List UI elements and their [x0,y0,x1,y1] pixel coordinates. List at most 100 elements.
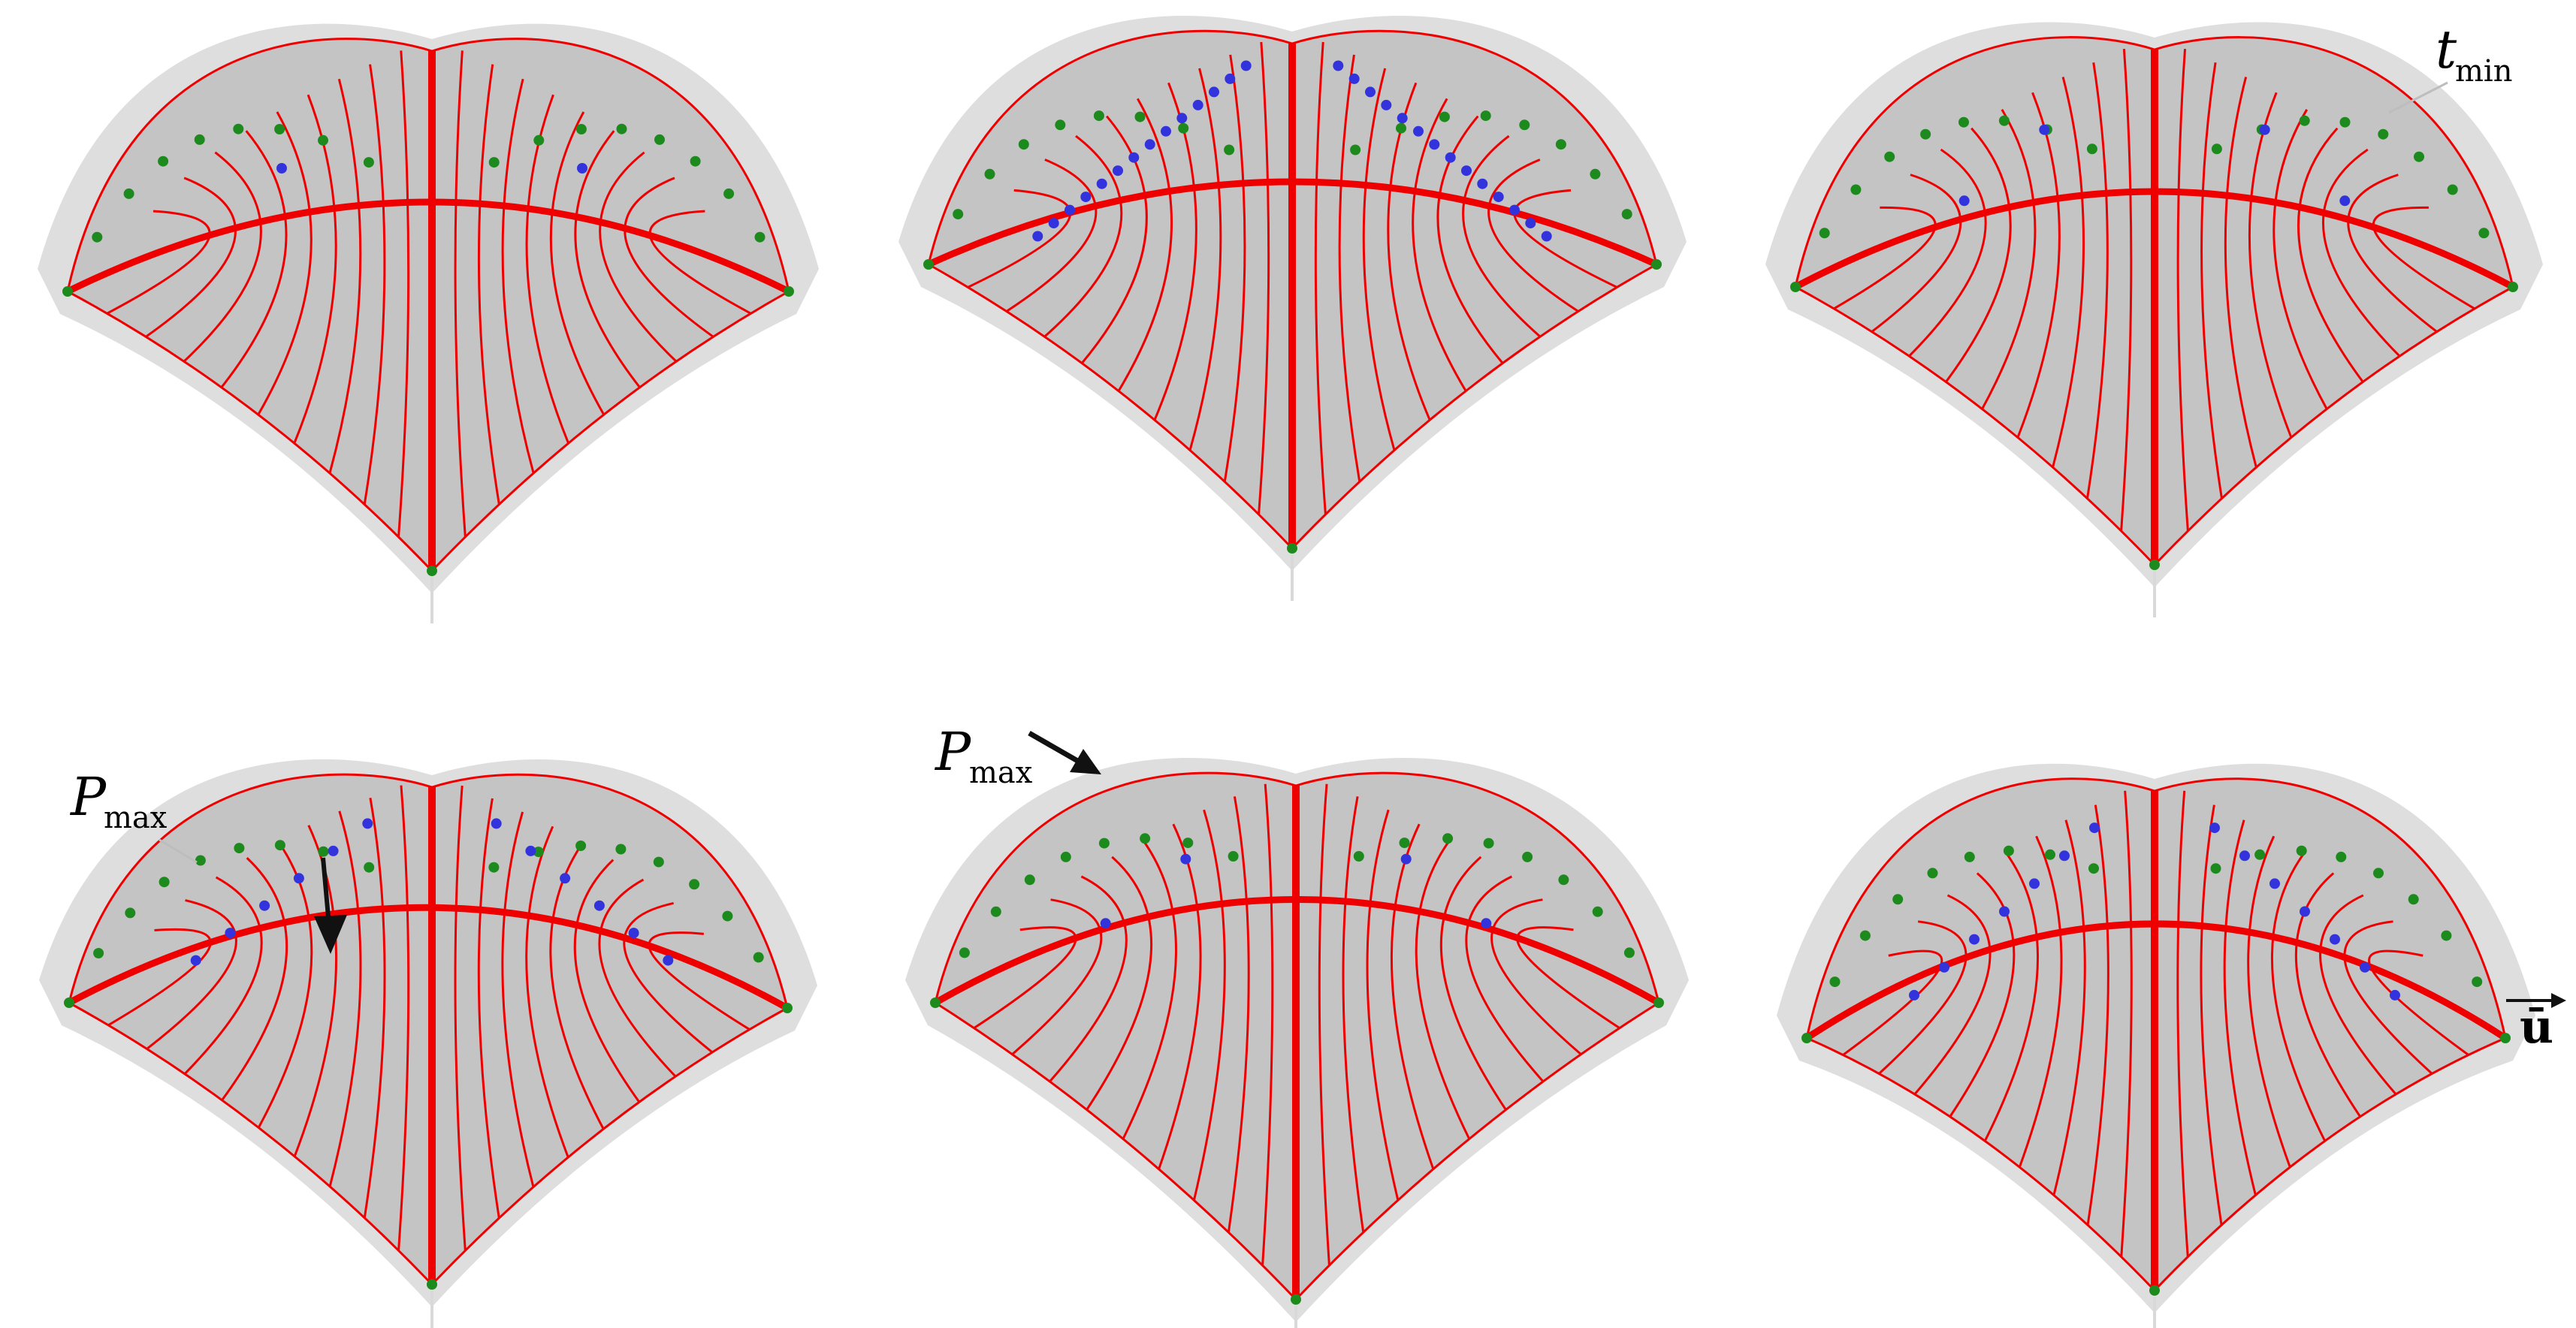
grid-curve [1465,875,1545,1082]
node-blue [1048,218,1059,229]
grid-curve [1192,809,1226,1201]
support-node [2149,560,2160,570]
grid-curve [2270,853,2327,1142]
grid-curve [2319,894,2397,1095]
node-blue [2029,878,2040,889]
grid-curve [2176,790,2189,1257]
node-green [2003,845,2014,856]
node-blue [1477,178,1488,189]
node-green [959,947,970,958]
grid-curve [1117,98,1173,392]
node-blue [1365,86,1376,98]
support-node [1651,259,1662,270]
node-green [2045,849,2055,860]
grid-curve [1415,839,1471,1139]
node-blue [2059,850,2070,862]
node-green [2299,115,2310,126]
grid-curve [973,926,1077,1029]
grid-curve [573,859,641,1103]
node-green [1819,228,1830,239]
node-green [754,231,766,243]
grid-curve [1338,54,1361,482]
node-blue [2089,822,2100,834]
node-green [1018,139,1029,150]
node-blue [225,928,236,939]
grid-curve [2086,804,2109,1226]
node-blue [190,955,201,966]
grid-curve [501,78,535,474]
p-max-arrow-shaft [1028,730,1082,765]
node-green [2447,184,2458,195]
grid-curve [1081,115,1148,364]
grid-curve [397,50,410,537]
node-blue [2209,822,2220,834]
grid-curve [257,111,313,415]
node-blue [1225,73,1236,84]
grid-curve [1878,920,1967,1075]
node-green [2339,116,2351,128]
node-green [234,843,245,854]
node-blue [1509,204,1520,216]
node-green [1060,851,1071,862]
grid-curve [2085,62,2109,499]
grid-curve [2297,127,2364,383]
load-arrow-annotation [314,857,347,954]
node-green [1140,833,1151,844]
node-blue [1939,961,1949,973]
node-blue [525,845,536,856]
node-green [689,879,700,890]
grid-curve [2176,49,2189,532]
grid-curve [454,785,467,1251]
node-green [2336,851,2347,862]
support-node [930,998,941,1008]
node-green [274,124,285,134]
node-green [953,209,964,220]
t-min-subscript: min [2455,54,2512,89]
grid-curve [549,111,605,415]
node-green [654,134,665,145]
p-max-arrow-head [1070,749,1101,774]
node-blue [293,873,304,884]
panel-bottom-right [1777,763,2535,1328]
t-min-label: t [2436,19,2457,80]
support-node [2149,1285,2160,1296]
grid-curve [477,64,500,505]
grid-curve [1487,158,1579,312]
grid-curve [1513,189,1618,288]
grid-curve [221,857,288,1101]
node-green [753,952,764,963]
node-green [1024,874,1035,886]
u-vector-arrow-head [2551,993,2566,1008]
node-blue [1413,125,1424,137]
node-green [159,877,170,888]
node-green [1590,168,1601,180]
node-blue [2330,934,2340,945]
grid-curve [1366,809,1400,1201]
node-blue [328,845,339,856]
grid-curve [107,928,212,1027]
node-blue [1192,99,1203,110]
t-min-leader-line [2388,81,2448,114]
node-blue [1333,60,1344,71]
node-green [2211,143,2222,155]
node-green [318,134,328,146]
node-blue [2300,906,2310,917]
node-green [1623,947,1635,958]
node-blue [2269,878,2280,889]
u-vector-label: ū [2520,999,2553,1054]
node-blue [1240,60,1252,71]
node-green [1098,838,1110,849]
grid-curve [623,902,714,1054]
node-blue [1065,204,1075,216]
node-green [318,846,329,857]
node-green [1353,851,1364,862]
node-blue [1541,231,1552,242]
node-green [722,910,733,922]
grid-curve [1043,134,1123,338]
grid-curve [1945,127,2012,383]
grid-curve [2294,872,2361,1118]
node-green [2378,128,2389,140]
node-green [2373,868,2384,879]
node-green [2414,151,2424,162]
support-node [1653,998,1664,1008]
